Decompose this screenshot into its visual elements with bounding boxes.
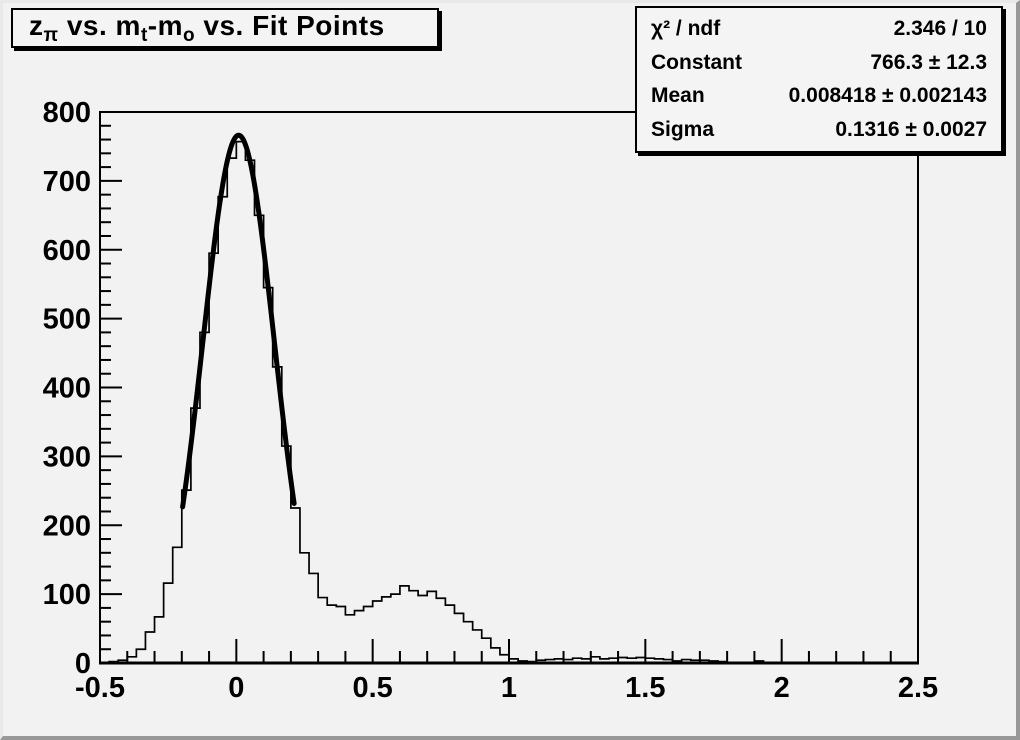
fit-curve bbox=[180, 132, 297, 510]
stat-value: 2.346 / 10 bbox=[893, 16, 987, 40]
stat-row-sigma: Sigma 0.1316 ± 0.0027 bbox=[637, 118, 1001, 142]
y-tick-label: 300 bbox=[43, 441, 91, 473]
y-tick-label: 500 bbox=[43, 304, 91, 336]
x-tick-label: -0.5 bbox=[75, 672, 125, 704]
stat-value: 0.1316 ± 0.0027 bbox=[835, 118, 987, 142]
x-tick-label: 1 bbox=[501, 672, 517, 704]
title-segment: z bbox=[29, 9, 44, 41]
x-tick-label: 1.5 bbox=[625, 672, 665, 704]
stat-label: Mean bbox=[651, 84, 705, 108]
stat-label: Sigma bbox=[651, 118, 715, 142]
title-segment: -m bbox=[147, 9, 183, 41]
stat-value: 0.008418 ± 0.002143 bbox=[788, 84, 987, 108]
x-tick-label: 2 bbox=[774, 672, 790, 704]
stat-row-constant: Constant 766.3 ± 12.3 bbox=[637, 51, 1001, 75]
title-box: zπ vs. mt-mo vs. Fit Points bbox=[11, 8, 439, 48]
x-tick-label: 0 bbox=[228, 672, 244, 704]
x-tick-label: 0.5 bbox=[353, 672, 393, 704]
stat-value: 766.3 ± 12.3 bbox=[870, 50, 987, 74]
plot-frame bbox=[99, 111, 919, 664]
histogram-plot: -0.5 0 0.5 1 1.5 2 2.5010020030040050060070080… bbox=[43, 97, 939, 704]
title-segment: vs. m bbox=[58, 9, 141, 41]
y-tick-label: 400 bbox=[43, 373, 91, 405]
stat-row-chi2: χ² / ndf 2.346 / 10 bbox=[637, 17, 1001, 41]
title-segment: vs. Fit Points bbox=[195, 9, 385, 41]
stats-box: χ² / ndf 2.346 / 10 Constant 766.3 ± 12.… bbox=[635, 6, 1003, 153]
y-tick-label: 200 bbox=[43, 510, 91, 542]
title-subscript: π bbox=[43, 24, 59, 46]
stat-row-mean: Mean 0.008418 ± 0.002143 bbox=[637, 84, 1001, 108]
y-tick-label: 600 bbox=[43, 235, 91, 267]
plot-title: zπ vs. mt-mo vs. Fit Points bbox=[29, 10, 385, 47]
y-tick-label: 800 bbox=[43, 97, 91, 129]
y-tick-label: 100 bbox=[43, 579, 91, 611]
title-subscript: o bbox=[183, 24, 196, 46]
x-tick-label: 2.5 bbox=[898, 672, 938, 704]
y-tick-label: 0 bbox=[75, 648, 91, 680]
y-tick-label: 700 bbox=[43, 166, 91, 198]
stat-label: χ² / ndf bbox=[651, 16, 721, 40]
stat-label: Constant bbox=[651, 50, 742, 74]
title-subscript: t bbox=[140, 24, 148, 46]
